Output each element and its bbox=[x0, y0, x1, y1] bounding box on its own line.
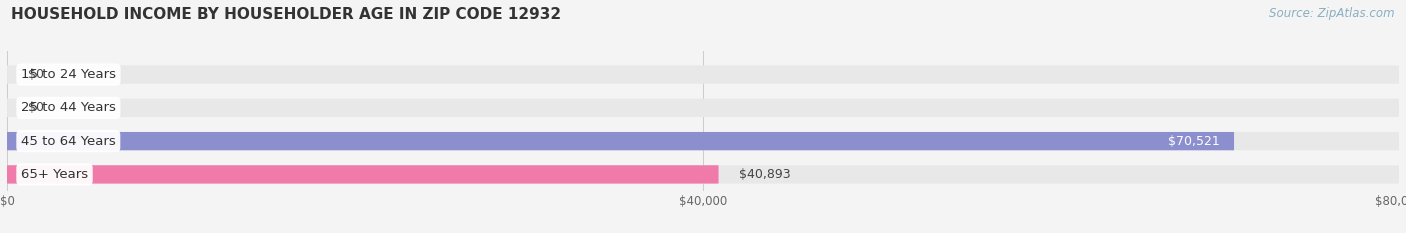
Text: $40,893: $40,893 bbox=[740, 168, 792, 181]
FancyBboxPatch shape bbox=[7, 65, 1399, 84]
Text: $70,521: $70,521 bbox=[1168, 135, 1220, 148]
Text: 25 to 44 Years: 25 to 44 Years bbox=[21, 101, 115, 114]
Text: 45 to 64 Years: 45 to 64 Years bbox=[21, 135, 115, 148]
Text: $0: $0 bbox=[28, 68, 44, 81]
Text: $0: $0 bbox=[28, 101, 44, 114]
FancyBboxPatch shape bbox=[7, 165, 718, 184]
FancyBboxPatch shape bbox=[7, 165, 1399, 184]
Text: 65+ Years: 65+ Years bbox=[21, 168, 89, 181]
FancyBboxPatch shape bbox=[7, 99, 1399, 117]
Text: HOUSEHOLD INCOME BY HOUSEHOLDER AGE IN ZIP CODE 12932: HOUSEHOLD INCOME BY HOUSEHOLDER AGE IN Z… bbox=[11, 7, 561, 22]
Text: Source: ZipAtlas.com: Source: ZipAtlas.com bbox=[1270, 7, 1395, 20]
FancyBboxPatch shape bbox=[7, 132, 1399, 150]
FancyBboxPatch shape bbox=[7, 132, 1234, 150]
Text: 15 to 24 Years: 15 to 24 Years bbox=[21, 68, 115, 81]
